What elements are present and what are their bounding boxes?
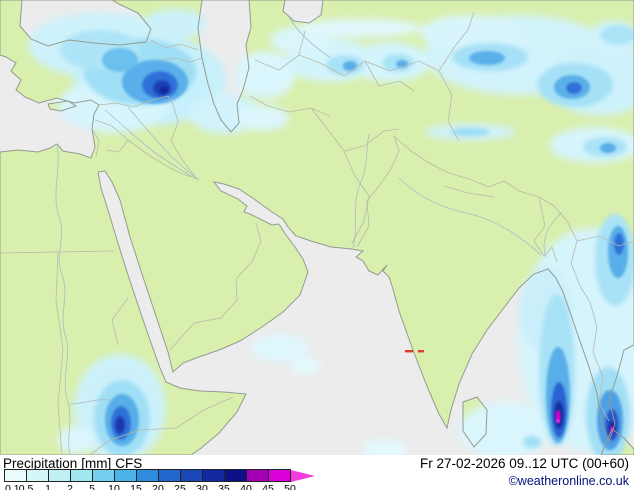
legend-label: 2: [67, 483, 73, 490]
legend-segment: [93, 470, 115, 481]
legend-label: 15: [130, 483, 142, 490]
legend-label: 20: [152, 483, 164, 490]
rivers: [55, 16, 563, 455]
legend-segment: [71, 470, 93, 481]
country-borders: [0, 11, 634, 455]
legend-segment: [269, 470, 290, 481]
legend-label: 35: [218, 483, 230, 490]
legend-segment: [115, 470, 137, 481]
legend-segment: [137, 470, 159, 481]
legend: 0.1 0.5 1 2 5 10 15 20 25 30 35 40 45 50: [4, 469, 315, 490]
precipitation-map: [0, 0, 634, 455]
legend-labels: 0.1 0.5 1 2 5 10 15 20 25 30 35 40 45 50: [4, 483, 315, 490]
legend-bar: [4, 469, 291, 482]
legend-label: 0.1: [5, 483, 20, 490]
legend-segment: [5, 470, 27, 481]
product-label: Precipitation: [3, 456, 78, 471]
legend-label: 45: [262, 483, 274, 490]
precipitation-layer: [28, 9, 634, 455]
red-dash-marks: [405, 350, 424, 353]
legend-segment: [27, 470, 49, 481]
valid-datetime: Fr 27-02-2026 09..12 UTC (00+60): [420, 456, 629, 471]
legend-label: 0.5: [18, 483, 34, 490]
legend-label: 50: [284, 483, 296, 490]
legend-label: 1: [45, 483, 51, 490]
legend-label: 10: [108, 483, 120, 490]
legend-segment: [203, 470, 225, 481]
legend-label: 30: [196, 483, 208, 490]
map-canvas: [0, 0, 634, 455]
legend-segment: [159, 470, 181, 481]
precip-heavy-cores: [102, 48, 628, 450]
legend-segment: [247, 470, 269, 481]
copyright: ©weatheronline.co.uk: [508, 474, 629, 488]
legend-label: 25: [174, 483, 186, 490]
legend-segment: [49, 470, 71, 481]
legend-bar-row: [4, 469, 315, 482]
caption-bar: Precipitation [mm] CFS Fr 27-02-2026 09..1…: [0, 455, 634, 490]
legend-arrow: [291, 469, 315, 482]
model-label: CFS: [115, 456, 143, 471]
legend-label: 40: [240, 483, 252, 490]
unit-label: [mm]: [81, 456, 112, 471]
map-title: Precipitation [mm] CFS: [3, 456, 146, 471]
legend-segment: [181, 470, 203, 481]
legend-segment: [225, 470, 247, 481]
legend-label: 5: [89, 483, 95, 490]
